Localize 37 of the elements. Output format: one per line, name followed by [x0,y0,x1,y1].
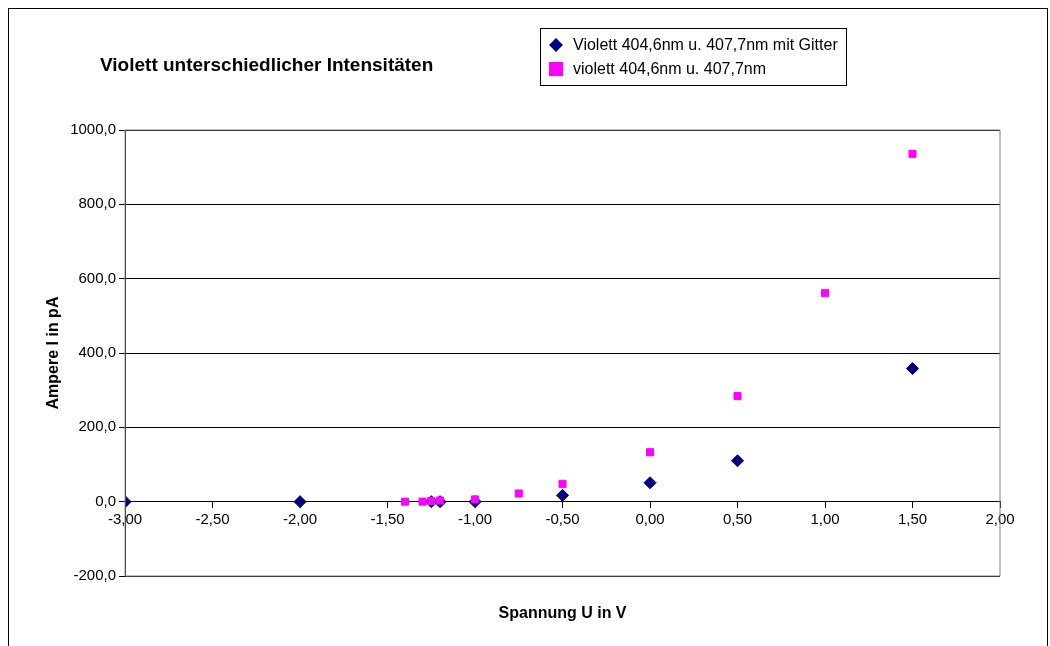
y-tick-label: 600,0 [78,268,117,286]
x-tick-label: 1,00 [810,509,840,527]
point [558,479,567,488]
y-axis-title: Ampere I in pA [44,296,62,410]
y-tick-label: 400,0 [78,343,117,361]
point [646,448,655,457]
point [731,454,745,468]
x-axis-title: Spannung U in V [498,604,627,622]
y-tick-label: 0,0 [95,491,117,509]
y-tick-label: 1000,0 [70,120,117,138]
legend-label: Violett 404,6nm u. 407,7nm mit Gitter [573,36,838,54]
y-tick-label: 800,0 [78,194,117,212]
point [293,495,307,509]
point [514,489,523,498]
legend-label: violett 404,6nm u. 407,7nm [573,60,767,78]
y-tick-label: -200,0 [73,566,117,584]
x-tick-label: 2,00 [985,509,1015,527]
point [427,496,436,505]
y-tick-label: 200,0 [78,417,117,435]
x-tick-label: -2,50 [195,509,230,527]
point [556,488,570,502]
point [643,476,657,490]
point [906,362,920,376]
point [733,392,742,401]
chart-title: Violett unterschiedlicher Intensitäten [100,54,434,76]
x-tick-label: -1,50 [370,509,405,527]
x-tick-label: -2,00 [282,509,318,527]
point [436,496,445,505]
x-tick-label: -1,00 [457,509,493,527]
x-tick-label: 1,50 [897,509,928,527]
point [908,149,917,158]
x-tick-label: 0,50 [722,509,753,527]
x-tick-label: 0,00 [635,509,665,527]
x-tick-label: -0,50 [545,509,580,527]
point [401,497,410,506]
point [418,497,427,506]
point [820,289,830,298]
